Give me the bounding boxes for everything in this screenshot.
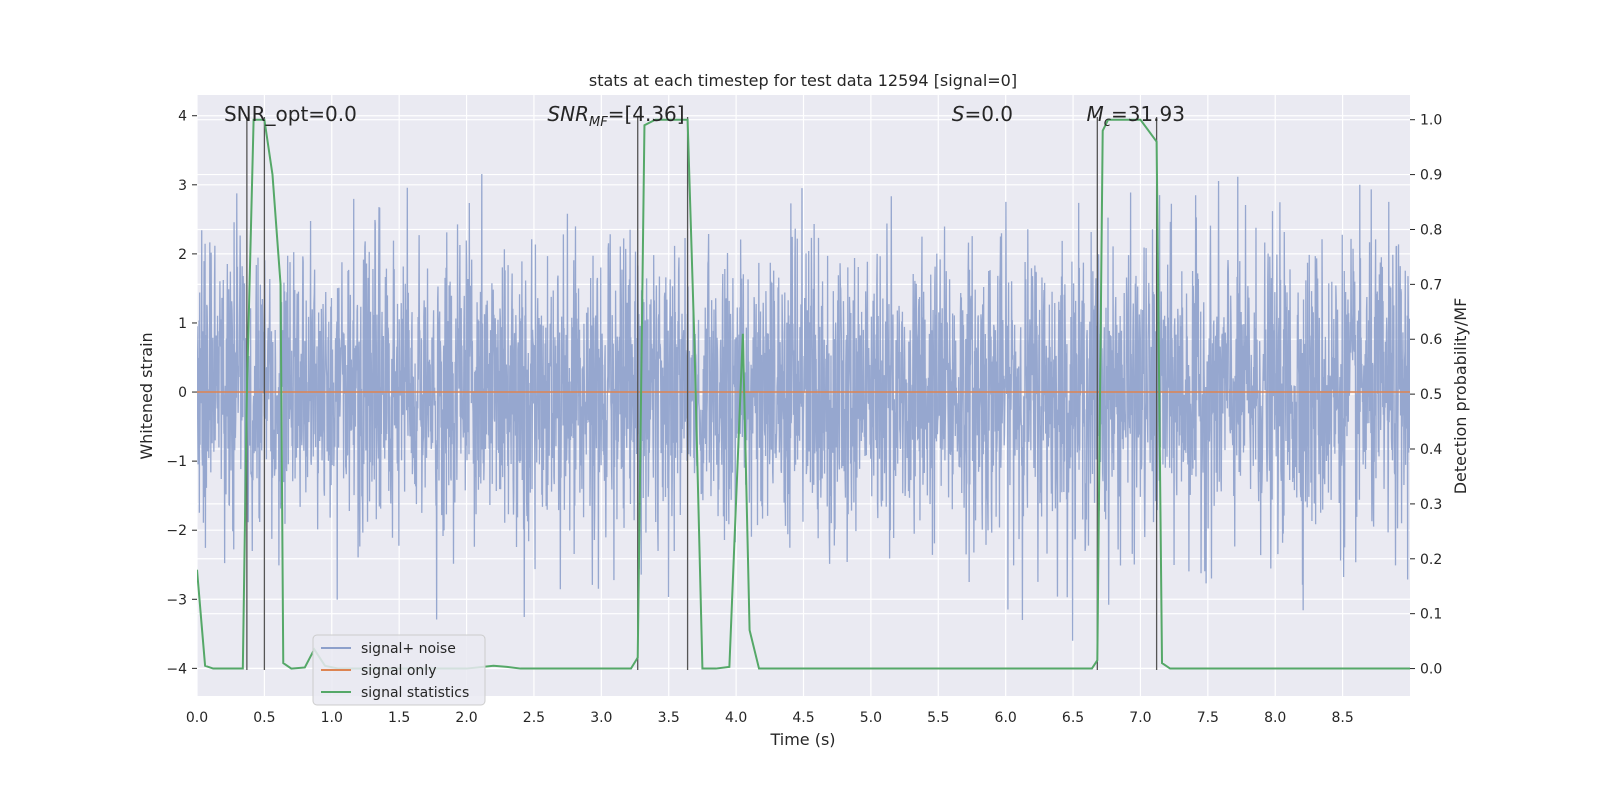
y2-tick-label: 0.2 bbox=[1420, 552, 1442, 568]
y-tick-label: 0 bbox=[178, 385, 187, 401]
x-tick-label: 2.0 bbox=[455, 710, 477, 726]
x-tick-label: 6.5 bbox=[1062, 710, 1084, 726]
annotation-text: SNR_opt=0.0 bbox=[224, 102, 357, 126]
x-tick-label: 8.5 bbox=[1331, 710, 1353, 726]
y2-tick-label: 0.4 bbox=[1420, 442, 1442, 458]
x-tick-label: 1.0 bbox=[321, 710, 343, 726]
y-tick-label: −3 bbox=[166, 592, 187, 608]
legend-entry: signal+ noise bbox=[361, 641, 456, 657]
y2-axis-label: Detection probability/MF bbox=[1451, 298, 1470, 495]
y2-tick-label: 0.1 bbox=[1420, 607, 1442, 623]
y2-tick-label: 0.5 bbox=[1420, 387, 1442, 403]
y-tick-label: 3 bbox=[178, 178, 187, 194]
y2-axis-ticks: 1.0 0.9 0.8 0.7 0.6 0.5 0.4 0.3 0.2 0.1 0.0 bbox=[1410, 113, 1442, 678]
y2-tick-label: 1.0 bbox=[1420, 113, 1442, 129]
y-tick-label: −2 bbox=[166, 523, 187, 539]
y2-tick-label: 0.7 bbox=[1420, 277, 1442, 293]
y-tick-label: 1 bbox=[178, 316, 187, 332]
y2-tick-label: 0.8 bbox=[1420, 222, 1442, 238]
y-tick-label: 2 bbox=[178, 247, 187, 263]
y-tick-label: −1 bbox=[166, 454, 187, 470]
y-axis-label: Whitened strain bbox=[137, 332, 156, 459]
y2-tick-label: 0.6 bbox=[1420, 332, 1442, 348]
x-tick-label: 7.5 bbox=[1197, 710, 1219, 726]
x-axis-label: Time (s) bbox=[769, 730, 835, 749]
annotations: SNR_opt=0.0 SNRMF=[4.36] S=0.0 Mc=31.93 bbox=[224, 102, 1185, 130]
x-tick-label: 5.0 bbox=[860, 710, 882, 726]
series-signal-statistics bbox=[197, 118, 1410, 670]
x-tick-label: 1.5 bbox=[388, 710, 410, 726]
y2-tick-label: 0.3 bbox=[1420, 497, 1442, 513]
y-tick-label: 4 bbox=[178, 109, 187, 125]
legend-box bbox=[312, 634, 486, 706]
x-tick-label: 0.0 bbox=[186, 710, 208, 726]
annotation-text: S=0.0 bbox=[952, 102, 1013, 126]
y-tick-label: −4 bbox=[166, 661, 187, 677]
x-axis-ticks: 0.0 0.5 1.0 1.5 2.0 2.5 3.0 3.5 4.0 4.5 5.0 5.5 6.0 6… bbox=[186, 710, 1354, 726]
x-tick-label: 7.0 bbox=[1129, 710, 1151, 726]
x-tick-label: 3.5 bbox=[658, 710, 680, 726]
legend: signal+ noise signal only signal statistic… bbox=[312, 634, 486, 706]
x-tick-label: 8.0 bbox=[1264, 710, 1286, 726]
annotation-text: Mc=31.93 bbox=[1087, 102, 1185, 130]
x-tick-label: 6.0 bbox=[995, 710, 1017, 726]
y2-tick-label: 0.0 bbox=[1420, 662, 1442, 678]
chart-title: stats at each timestep for test data 125… bbox=[589, 71, 1017, 90]
y2-tick-label: 0.9 bbox=[1420, 168, 1442, 184]
x-tick-label: 0.5 bbox=[253, 710, 275, 726]
y-axis-ticks: 4 3 2 1 0 −1 −2 −3 −4 bbox=[166, 109, 197, 677]
annotation-text: SNRMF=[4.36] bbox=[547, 102, 684, 130]
legend-entry: signal statistics bbox=[361, 685, 469, 701]
x-tick-label: 4.0 bbox=[725, 710, 747, 726]
x-tick-label: 2.5 bbox=[523, 710, 545, 726]
x-tick-label: 3.0 bbox=[590, 710, 612, 726]
x-tick-label: 5.5 bbox=[927, 710, 949, 726]
x-tick-label: 4.5 bbox=[792, 710, 814, 726]
series-signal-plus-noise bbox=[197, 174, 1410, 641]
legend-entry: signal only bbox=[361, 663, 436, 679]
